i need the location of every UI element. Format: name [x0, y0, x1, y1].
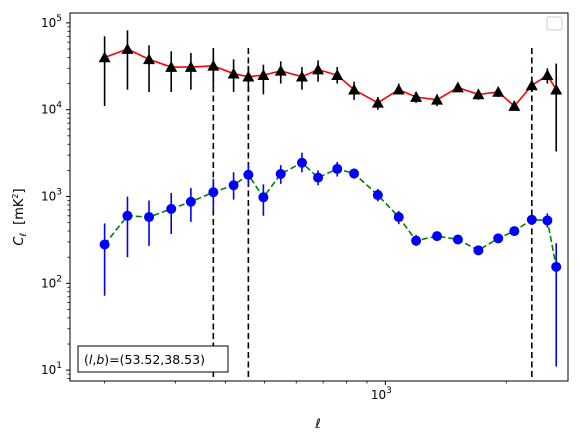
- data-point: [258, 192, 269, 203]
- data-point: [349, 168, 360, 179]
- data-point: [185, 196, 196, 207]
- axis-ticks: 101 102 103 104 105 103: [41, 14, 507, 402]
- data-point: [257, 69, 270, 80]
- y-tick-label: 103: [41, 188, 62, 204]
- data-point: [165, 61, 178, 72]
- data-point: [541, 69, 554, 80]
- y-tick-label: 101: [41, 361, 62, 377]
- data-point: [296, 157, 307, 168]
- data-point: [207, 59, 220, 71]
- data-point: [492, 85, 505, 97]
- data-point: [393, 212, 404, 223]
- data-point: [122, 210, 133, 221]
- data-point: [332, 163, 343, 174]
- data-point: [410, 91, 423, 102]
- data-point: [144, 212, 155, 223]
- data-point: [542, 215, 553, 226]
- data-point: [275, 168, 286, 179]
- data-point: [392, 83, 405, 95]
- y-tick-label: 105: [41, 14, 62, 30]
- annotation-frame: [77, 345, 229, 373]
- data-point: [525, 79, 538, 91]
- data-point: [432, 231, 443, 242]
- data-point: [274, 64, 287, 76]
- data-point: [243, 169, 254, 180]
- y-tick-label: 104: [41, 101, 62, 117]
- data-point: [550, 83, 563, 95]
- data-point: [411, 235, 422, 246]
- y-axis-label: Cℓ[mK2]: [11, 188, 29, 245]
- data-point: [509, 226, 520, 237]
- data-point: [331, 69, 344, 80]
- data-point: [472, 88, 485, 100]
- data-point: [473, 245, 484, 256]
- series-layer: [98, 30, 563, 367]
- data-point: [184, 61, 197, 72]
- data-point: [242, 70, 255, 82]
- data-point: [526, 214, 537, 225]
- x-axis-label: ℓ: [314, 417, 320, 432]
- data-point: [312, 63, 325, 75]
- data-point: [295, 70, 308, 82]
- data-point: [121, 43, 134, 54]
- series-1: [98, 30, 563, 152]
- annotation-text: (l,b)=(53.52,38.53): [84, 352, 205, 367]
- data-point: [452, 234, 463, 245]
- data-point: [228, 180, 239, 191]
- annotation-box: (l,b)=(53.52,38.53): [77, 345, 229, 373]
- data-point: [451, 81, 464, 93]
- data-point: [493, 233, 504, 244]
- data-point: [431, 93, 444, 105]
- y-tick-label: 102: [41, 274, 62, 290]
- data-point: [208, 187, 219, 198]
- data-point: [371, 96, 384, 108]
- data-point: [508, 100, 521, 111]
- data-point: [372, 190, 383, 201]
- data-point: [227, 67, 240, 79]
- data-point: [99, 239, 110, 250]
- data-point: [313, 172, 324, 183]
- data-point: [143, 53, 156, 65]
- data-point: [166, 203, 177, 214]
- vertical-reference-lines: [212, 48, 533, 381]
- legend-box: [546, 16, 563, 31]
- data-point: [348, 83, 361, 95]
- data-point: [98, 51, 111, 63]
- series-2: [99, 152, 562, 367]
- data-point: [551, 261, 562, 272]
- x-tick-label: 103: [371, 386, 392, 402]
